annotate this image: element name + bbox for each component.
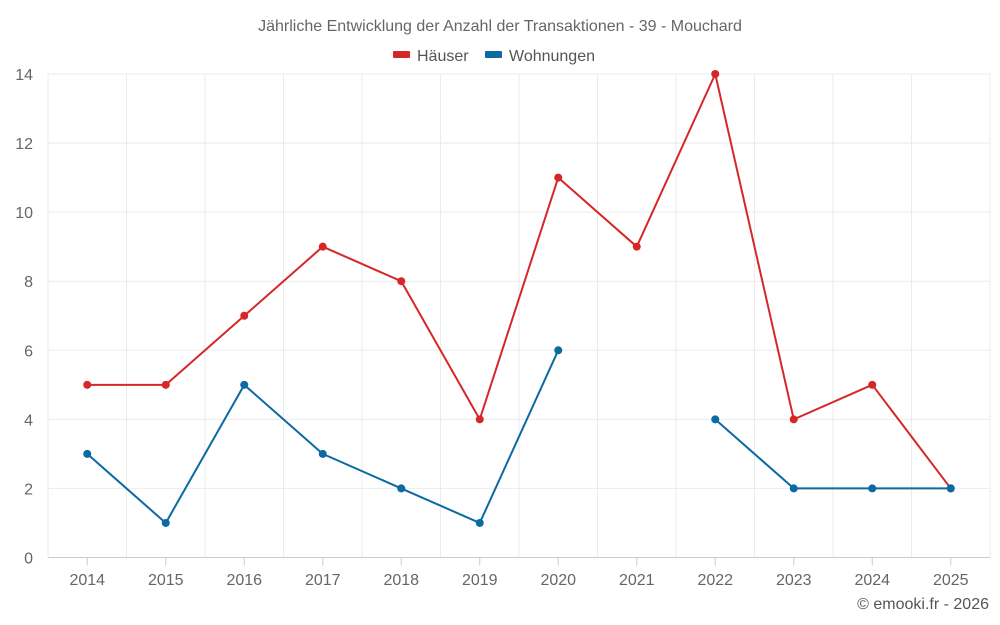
data-point-wohnungen[interactable]: [868, 484, 877, 493]
data-point-haeuser[interactable]: [789, 415, 798, 424]
y-tick-label: 10: [15, 205, 33, 222]
data-point-wohnungen[interactable]: [711, 415, 720, 424]
legend-item-wohnungen[interactable]: Wohnungen: [485, 48, 595, 65]
y-tick-label: 8: [24, 274, 33, 291]
grid: [47, 73, 991, 558]
data-point-haeuser[interactable]: [318, 242, 327, 251]
y-tick-label: 2: [24, 481, 33, 498]
x-tick-label: 2019: [462, 572, 498, 589]
data-point-wohnungen[interactable]: [240, 380, 249, 389]
y-tick-label: 0: [24, 551, 33, 568]
y-tick-label: 12: [15, 136, 33, 153]
data-point-haeuser[interactable]: [161, 380, 170, 389]
x-tick-label: 2015: [148, 572, 184, 589]
x-tick-label: 2024: [854, 572, 890, 589]
data-point-wohnungen[interactable]: [161, 518, 170, 527]
data-point-haeuser[interactable]: [83, 380, 92, 389]
x-axis: 2014 2015 2016 2017 2018 2019 2020 2021 2022 2023…: [69, 557, 969, 589]
data-point-wohnungen[interactable]: [83, 449, 92, 458]
series: [83, 70, 955, 527]
data-point-wohnungen[interactable]: [318, 449, 327, 458]
y-tick-label: 4: [24, 412, 33, 429]
y-tick-label: 14: [15, 67, 33, 84]
data-point-wohnungen[interactable]: [554, 346, 563, 355]
legend-swatch-wohnungen: [485, 51, 502, 58]
x-tick-label: 2017: [305, 572, 341, 589]
data-point-wohnungen[interactable]: [397, 484, 406, 493]
y-tick-label: 6: [24, 343, 33, 360]
data-point-wohnungen[interactable]: [946, 484, 955, 493]
series-haeuser: [83, 70, 955, 493]
x-tick-label: 2022: [697, 572, 733, 589]
data-point-haeuser[interactable]: [475, 415, 484, 424]
x-tick-label: 2018: [383, 572, 419, 589]
x-tick-label: 2025: [933, 572, 969, 589]
y-axis: 0 2 4 6 8 10 12 14: [15, 67, 33, 568]
series-line-haeuser: [86, 73, 952, 490]
data-point-haeuser[interactable]: [711, 70, 720, 78]
x-tick-label: 2021: [619, 572, 655, 589]
data-point-haeuser[interactable]: [632, 242, 641, 251]
legend-label-haeuser: Häuser: [417, 48, 469, 65]
data-point-haeuser[interactable]: [397, 277, 406, 286]
x-tick-label: 2023: [776, 572, 812, 589]
credit-text: © emooki.fr - 2026: [857, 596, 989, 613]
x-tick-label: 2016: [226, 572, 262, 589]
legend-swatch-haeuser: [393, 51, 410, 58]
data-point-wohnungen[interactable]: [475, 518, 484, 527]
x-tick-label: 2020: [540, 572, 576, 589]
chart-title: Jährliche Entwicklung der Anzahl der Tra…: [258, 18, 742, 35]
legend-label-wohnungen: Wohnungen: [509, 48, 595, 65]
data-point-haeuser[interactable]: [868, 380, 877, 389]
data-point-wohnungen[interactable]: [789, 484, 798, 493]
x-tick-label: 2014: [69, 572, 105, 589]
legend-item-haeuser[interactable]: Häuser: [393, 48, 469, 65]
data-point-haeuser[interactable]: [554, 173, 563, 182]
legend: Häuser Wohnungen: [393, 48, 595, 65]
data-point-haeuser[interactable]: [240, 311, 249, 320]
series-wohnungen: [83, 346, 955, 527]
